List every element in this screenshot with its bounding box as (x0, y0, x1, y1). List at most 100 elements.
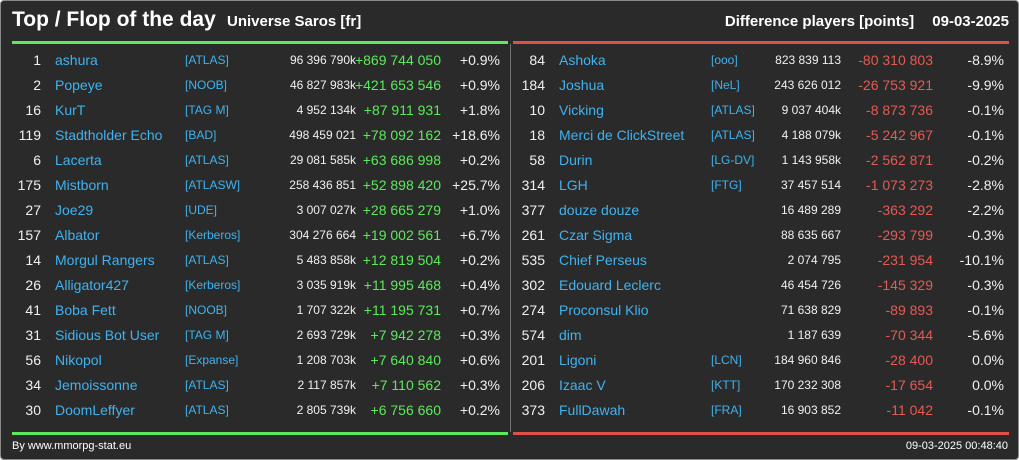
points-difference: +7 640 840 (370, 352, 441, 368)
top-accent-bar (12, 41, 508, 44)
alliance-tag-link[interactable]: [LCN] (711, 353, 742, 367)
player-rank: 261 (521, 227, 545, 243)
player-name-link[interactable]: Vicking (559, 102, 604, 118)
player-name-link[interactable]: LGH (559, 177, 588, 193)
alliance-tag-link[interactable]: [FRA] (711, 403, 742, 417)
player-name-link[interactable]: Joe29 (55, 202, 94, 218)
top-table-row: 119 Stadtholder Echo [BAD] 498 459 021 +78 0… (12, 123, 508, 148)
top-table-row: 26 Alligator427 [Kerberos] 3 035 919k +11 99… (12, 273, 508, 298)
source-link[interactable]: By www.mmorpg-stat.eu (12, 440, 132, 452)
flop-accent-bar-bottom (513, 432, 1009, 435)
alliance-tag-link[interactable]: [TAG M] (185, 103, 229, 117)
player-name-link[interactable]: Alligator427 (55, 277, 129, 293)
top-table-row: 157 Albator [Kerberos] 304 276 664 +19 002 5… (12, 223, 508, 248)
player-name-link[interactable]: FullDawah (559, 402, 626, 418)
points-difference: +11 195 731 (363, 302, 441, 318)
alliance-tag-link[interactable]: [Kerberos] (185, 228, 241, 242)
alliance-tag-link[interactable]: [ATLAS] (185, 378, 229, 392)
player-points: 170 232 308 (774, 378, 841, 392)
flop-table-row: 58 Durin [LG-DV] 1 143 958k -2 562 871 -0.2% (513, 148, 1009, 173)
player-points: 304 276 664 (289, 228, 356, 242)
player-rank: 574 (521, 327, 545, 343)
alliance-tag-link[interactable]: [Kerberos] (185, 278, 241, 292)
player-name-link[interactable]: Nikopol (55, 352, 102, 368)
player-name-link[interactable]: Ligoni (559, 352, 597, 368)
alliance-tag-link[interactable]: [TAG M] (185, 328, 229, 342)
player-name-link[interactable]: Stadtholder Echo (55, 127, 163, 143)
points-difference: +11 995 468 (363, 277, 441, 293)
player-rank: 84 (529, 52, 545, 68)
player-name-link[interactable]: Joshua (559, 77, 605, 93)
points-difference: -80 310 803 (858, 52, 933, 68)
player-name-link[interactable]: Morgul Rangers (55, 252, 155, 268)
player-name-link[interactable]: Ashoka (559, 52, 606, 68)
header-right: Difference players [points] 09-03-2025 (711, 12, 1009, 32)
alliance-tag-link[interactable]: [ooo] (711, 53, 738, 67)
alliance-tag-link[interactable]: [ATLASW] (185, 178, 241, 192)
flop-table-row: 314 LGH [FTG] 37 457 514 -1 073 273 -2.8% (513, 173, 1009, 198)
alliance-tag-link[interactable]: [Expanse] (185, 353, 239, 367)
alliance-tag-link[interactable]: [LG-DV] (711, 153, 755, 167)
points-difference: -89 893 (885, 302, 933, 318)
player-name-link[interactable]: douze douze (559, 202, 640, 218)
player-name-link[interactable]: Proconsul Klio (559, 302, 649, 318)
points-difference: -2 562 871 (866, 152, 933, 168)
player-rank: 314 (521, 177, 545, 193)
alliance-tag-link[interactable]: [ATLAS] (185, 53, 229, 67)
percent-change: +0.9% (459, 77, 500, 93)
alliance-tag-link[interactable]: [FTG] (711, 178, 742, 192)
player-name-link[interactable]: Merci de ClickStreet (559, 127, 685, 143)
flop-table-row: 184 Joshua [NeL] 243 626 012 -26 753 921 -9.9… (513, 73, 1009, 98)
alliance-tag-link[interactable]: [ATLAS] (711, 128, 755, 142)
alliance-tag-link[interactable]: [UDE] (185, 203, 218, 217)
player-rank: 30 (25, 402, 41, 418)
player-rank: 2 (33, 77, 41, 93)
player-rank: 26 (25, 277, 41, 293)
player-name-link[interactable]: Edouard Leclerc (559, 277, 661, 293)
top-table-row: 30 DoomLeffyer [ATLAS] 2 805 739k +6 756 660… (12, 398, 508, 423)
percent-change: +1.8% (459, 102, 500, 118)
flop-accent-bar (513, 41, 1009, 44)
alliance-tag-link[interactable]: [NOOB] (185, 78, 228, 92)
alliance-tag-link[interactable]: [BAD] (185, 128, 217, 142)
player-name-link[interactable]: Chief Perseus (559, 252, 647, 268)
player-name-link[interactable]: KurT (55, 102, 86, 118)
player-name-link[interactable]: Sidious Bot User (55, 327, 160, 343)
player-name-link[interactable]: DoomLeffyer (55, 402, 135, 418)
player-points: 823 839 113 (775, 53, 841, 67)
flop-players-table: 84 Ashoka [ooo] 823 839 113 -80 310 803 -8.9%… (513, 48, 1009, 423)
column-divider (510, 44, 511, 432)
player-name-link[interactable]: Popeye (55, 77, 103, 93)
player-name-link[interactable]: ashura (55, 52, 98, 68)
percent-change: 0.0% (972, 377, 1004, 393)
player-name-link[interactable]: Mistborn (55, 177, 109, 193)
points-difference: -363 292 (877, 202, 933, 218)
points-difference: +28 665 279 (362, 202, 441, 218)
player-name-link[interactable]: Jemoissonne (55, 377, 138, 393)
percent-change: 0.0% (972, 352, 1004, 368)
top-players-table: 1 ashura [ATLAS] 96 396 790k +869 744 050 +0.… (12, 48, 508, 423)
player-rank: 34 (25, 377, 41, 393)
alliance-tag-link[interactable]: [NeL] (711, 78, 740, 92)
player-name-link[interactable]: Albator (55, 227, 100, 243)
alliance-tag-link[interactable]: [ATLAS] (185, 403, 229, 417)
alliance-tag-link[interactable]: [KTT] (711, 378, 741, 392)
flop-table-row: 274 Proconsul Klio 71 638 829 -89 893 -0.1% (513, 298, 1009, 323)
player-rank: 535 (521, 252, 545, 268)
player-name-link[interactable]: Durin (559, 152, 593, 168)
alliance-tag-link[interactable]: [ATLAS] (185, 253, 229, 267)
alliance-tag-link[interactable]: [ATLAS] (711, 103, 755, 117)
player-rank: 10 (529, 102, 545, 118)
player-rank: 6 (33, 152, 41, 168)
percent-change: +0.2% (459, 252, 500, 268)
player-name-link[interactable]: Izaac V (559, 377, 606, 393)
player-name-link[interactable]: Lacerta (55, 152, 102, 168)
player-name-link[interactable]: Czar Sigma (559, 227, 633, 243)
player-name-link[interactable]: Boba Fett (55, 302, 116, 318)
player-name-link[interactable]: dim (559, 327, 582, 343)
alliance-tag-link[interactable]: [ATLAS] (185, 153, 229, 167)
alliance-tag-link[interactable]: [NOOB] (185, 303, 228, 317)
player-points: 184 960 846 (774, 353, 841, 367)
player-rank: 27 (25, 202, 41, 218)
